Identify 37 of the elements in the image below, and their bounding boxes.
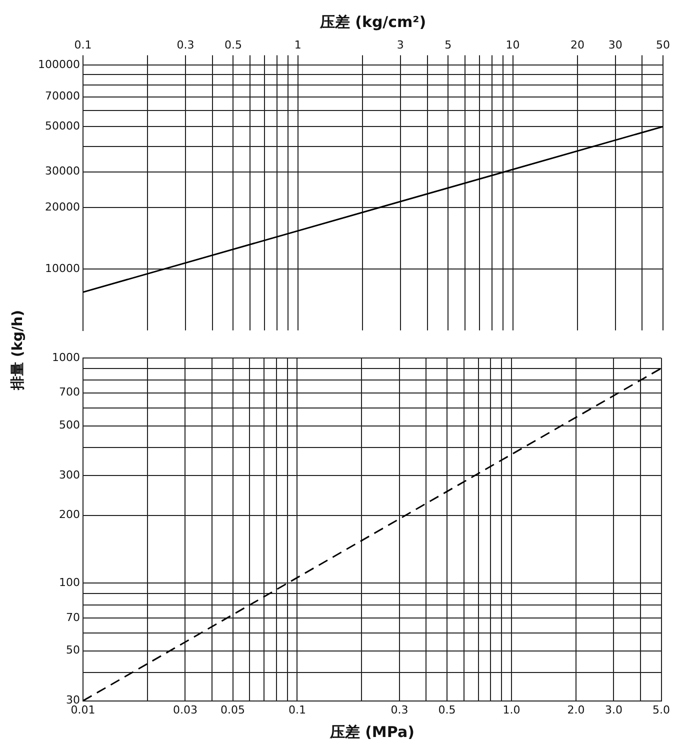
- y-tick-label: 20000: [45, 200, 80, 214]
- x-tick-label: 10: [506, 38, 520, 52]
- y-tick-label: 50000: [45, 119, 80, 132]
- x-axis-title: 压差 (MPa): [328, 722, 414, 741]
- x-tick-label: 2.0: [567, 703, 585, 716]
- y-tick-label: 30000: [45, 164, 80, 178]
- x-tick-label: 5.0: [652, 703, 670, 716]
- x-tick-label: 30: [608, 38, 622, 52]
- x-tick-label: 3: [396, 38, 404, 52]
- y-axis-title: 排量 (kg/h): [9, 310, 27, 390]
- x-tick-label: 0.5: [224, 38, 242, 52]
- x-tick-label: 0.1: [288, 703, 306, 716]
- x-tick-label: 5: [444, 38, 452, 52]
- y-tick-label: 200: [59, 508, 80, 522]
- y-tick-label: 70000: [45, 90, 80, 103]
- y-tick-label: 1000: [52, 350, 80, 364]
- x-tick-label: 50: [656, 38, 670, 52]
- y-tick-label: 70: [66, 610, 80, 624]
- y-tick-label: 100: [59, 576, 80, 589]
- x-tick-label: 0.03: [172, 703, 198, 716]
- y-tick-label: 700: [59, 386, 80, 399]
- x-tick-label: 0.05: [220, 703, 246, 716]
- y-tick-label: 100000: [38, 58, 80, 72]
- x-tick-label: 1: [294, 38, 302, 52]
- x-tick-label: 3.0: [604, 703, 622, 716]
- x-tick-label: 0.01: [70, 703, 96, 716]
- x-tick-label: 20: [570, 38, 584, 52]
- x-tick-label: 0.3: [176, 38, 194, 52]
- x-tick-label: 1.0: [502, 703, 520, 716]
- y-tick-label: 500: [59, 418, 80, 432]
- x-tick-label: 0.5: [438, 703, 456, 716]
- x-axis-title: 压差 (kg/cm²): [318, 12, 426, 31]
- y-tick-label: 50: [66, 644, 80, 657]
- x-tick-label: 0.1: [74, 38, 92, 52]
- x-tick-label: 0.3: [390, 703, 408, 716]
- y-tick-label: 10000: [45, 262, 80, 275]
- y-tick-label: 300: [59, 468, 80, 482]
